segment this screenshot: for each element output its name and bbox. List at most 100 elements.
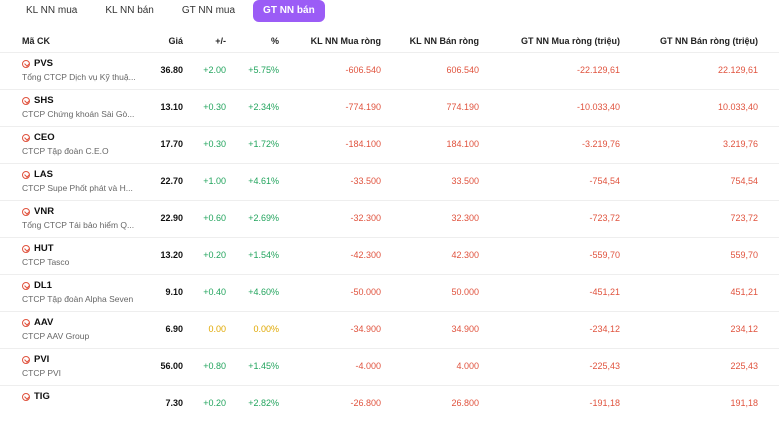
gt-sell-cell: 559,70 xyxy=(730,250,758,260)
stock-symbol[interactable]: DL1 xyxy=(34,280,52,291)
gt-sell-cell: 10.033,40 xyxy=(717,102,758,112)
stock-symbol[interactable]: PVI xyxy=(34,354,50,365)
table-row[interactable]: HUT CTCP Tasco 13.20 +0.20 +1.54% -42.300 42.3… xyxy=(0,237,779,274)
symbol-cell: PVS xyxy=(22,58,53,69)
percent-cell: +4.61% xyxy=(248,176,279,186)
kl-buy-cell: -774.190 xyxy=(345,102,381,112)
gt-buy-cell: -723,72 xyxy=(589,213,620,223)
stock-symbol[interactable]: HUT xyxy=(34,243,54,254)
symbol-cell: DL1 xyxy=(22,280,52,291)
arrow-circle-icon xyxy=(22,244,30,253)
tab-gt-nn-mua[interactable]: GT NN mua xyxy=(171,0,246,22)
arrow-circle-icon xyxy=(22,170,30,179)
symbol-cell: HUT xyxy=(22,243,54,254)
tab-gt-nn-ban[interactable]: GT NN bán xyxy=(253,0,325,22)
tabs: KL NN mua KL NN bán GT NN mua GT NN bán xyxy=(16,0,325,22)
table-row[interactable]: PVI CTCP PVI 56.00 +0.80 +1.45% -4.000 4.000 -2… xyxy=(0,348,779,385)
kl-sell-cell: 32.300 xyxy=(451,213,479,223)
table-row[interactable]: PVS Tổng CTCP Dịch vụ Kỹ thuậ... 36.80 +2.0… xyxy=(0,52,779,89)
stock-symbol[interactable]: PVS xyxy=(34,58,54,69)
table-row[interactable]: DL1 CTCP Tập đoàn Alpha Seven 9.10 +0.40 +4.… xyxy=(0,274,779,311)
header-price[interactable]: Giá xyxy=(168,36,183,46)
company-name: CTCP Tập đoàn C.E.O xyxy=(22,146,109,156)
arrow-circle-icon xyxy=(22,355,30,364)
stock-symbol[interactable]: LAS xyxy=(34,169,53,180)
company-name: CTCP AAV Group xyxy=(22,331,90,341)
header-gt-buy[interactable]: GT NN Mua ròng (triệu) xyxy=(521,36,620,46)
percent-cell: +1.54% xyxy=(248,250,279,260)
stock-symbol[interactable]: VNR xyxy=(34,206,55,217)
price-cell: 9.10 xyxy=(165,287,183,297)
kl-sell-cell: 774.190 xyxy=(446,102,479,112)
symbol-cell: PVI xyxy=(22,354,49,365)
gt-buy-cell: -451,21 xyxy=(589,287,620,297)
gt-buy-cell: -22.129,61 xyxy=(576,65,620,75)
symbol-cell: TIG xyxy=(22,391,50,402)
header-gt-sell[interactable]: GT NN Bán ròng (triệu) xyxy=(660,36,758,46)
tab-bar: KL NN mua KL NN bán GT NN mua GT NN bán xyxy=(0,0,779,24)
table-row[interactable]: LAS CTCP Supe Phốt phát và H... 22.70 +1.00… xyxy=(0,163,779,200)
gt-buy-cell: -10.033,40 xyxy=(576,102,620,112)
price-cell: 13.10 xyxy=(160,102,183,112)
percent-cell: +1.72% xyxy=(248,139,279,149)
table-header: Mã CK Giá +/- % KL NN Mua ròng KL NN Bán… xyxy=(0,30,779,52)
gt-sell-cell: 723,72 xyxy=(730,213,758,223)
tab-kl-nn-mua[interactable]: KL NN mua xyxy=(16,0,88,22)
change-cell: +0.20 xyxy=(203,250,226,260)
kl-sell-cell: 184.100 xyxy=(446,139,479,149)
arrow-circle-icon xyxy=(22,392,30,401)
kl-sell-cell: 4.000 xyxy=(456,361,479,371)
kl-sell-cell: 34.900 xyxy=(451,324,479,334)
gt-buy-cell: -234,12 xyxy=(589,324,620,334)
price-cell: 13.20 xyxy=(160,250,183,260)
percent-cell: +5.75% xyxy=(248,65,279,75)
gt-buy-cell: -559,70 xyxy=(589,250,620,260)
header-change[interactable]: +/- xyxy=(215,36,226,46)
percent-cell: +2.69% xyxy=(248,213,279,223)
stock-symbol[interactable]: SHS xyxy=(34,95,54,106)
kl-sell-cell: 50.000 xyxy=(451,287,479,297)
kl-sell-cell: 42.300 xyxy=(451,250,479,260)
table-row[interactable]: CEO CTCP Tập đoàn C.E.O 17.70 +0.30 +1.72% -1… xyxy=(0,126,779,163)
header-percent[interactable]: % xyxy=(270,36,279,46)
table-row[interactable]: TIG 7.30 +0.20 +2.82% -26.800 26.800 -191,18 19… xyxy=(0,385,779,422)
header-kl-buy[interactable]: KL NN Mua ròng xyxy=(310,36,381,46)
table-row[interactable]: SHS CTCP Chứng khoán Sài Gò... 13.10 +0.30 +… xyxy=(0,89,779,126)
kl-buy-cell: -184.100 xyxy=(345,139,381,149)
company-name: Tổng CTCP Dịch vụ Kỹ thuậ... xyxy=(22,72,136,82)
gt-sell-cell: 234,12 xyxy=(730,324,758,334)
header-symbol[interactable]: Mã CK xyxy=(22,36,51,46)
arrow-circle-icon xyxy=(22,207,30,216)
percent-cell: 0.00% xyxy=(253,324,279,334)
stock-symbol[interactable]: CEO xyxy=(34,132,55,143)
percent-cell: +2.34% xyxy=(248,102,279,112)
arrow-circle-icon xyxy=(22,281,30,290)
change-cell: +0.60 xyxy=(203,213,226,223)
kl-buy-cell: -34.900 xyxy=(350,324,381,334)
gt-sell-cell: 3.219,76 xyxy=(722,139,758,149)
gt-sell-cell: 451,21 xyxy=(730,287,758,297)
percent-cell: +1.45% xyxy=(248,361,279,371)
company-name: CTCP Chứng khoán Sài Gò... xyxy=(22,109,135,119)
kl-buy-cell: -606.540 xyxy=(345,65,381,75)
table-row[interactable]: AAV CTCP AAV Group 6.90 0.00 0.00% -34.900 34.… xyxy=(0,311,779,348)
company-name: CTCP PVI xyxy=(22,368,62,378)
price-cell: 36.80 xyxy=(160,65,183,75)
kl-buy-cell: -4.000 xyxy=(355,361,381,371)
change-cell: +2.00 xyxy=(203,65,226,75)
table-row[interactable]: VNR Tổng CTCP Tái bảo hiểm Q... 22.90 +0.60… xyxy=(0,200,779,237)
change-cell: 0.00 xyxy=(208,324,226,334)
price-cell: 22.70 xyxy=(160,176,183,186)
stock-symbol[interactable]: TIG xyxy=(34,391,50,402)
change-cell: +0.80 xyxy=(203,361,226,371)
change-cell: +0.30 xyxy=(203,139,226,149)
header-kl-sell[interactable]: KL NN Bán ròng xyxy=(409,36,479,46)
stock-symbol[interactable]: AAV xyxy=(34,317,54,328)
change-cell: +0.40 xyxy=(203,287,226,297)
gt-buy-cell: -754,54 xyxy=(589,176,620,186)
symbol-cell: AAV xyxy=(22,317,53,328)
tab-kl-nn-ban[interactable]: KL NN bán xyxy=(95,0,164,22)
kl-sell-cell: 606.540 xyxy=(446,65,479,75)
kl-buy-cell: -33.500 xyxy=(350,176,381,186)
arrow-circle-icon xyxy=(22,318,30,327)
